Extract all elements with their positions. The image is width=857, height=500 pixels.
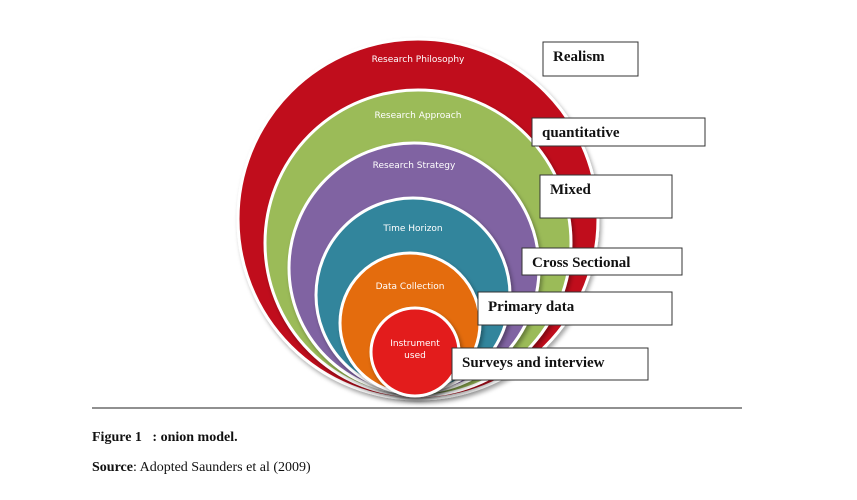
layer-label: Research Philosophy xyxy=(372,55,465,65)
layer-label: Research Approach xyxy=(375,111,462,121)
caption-label: Figure 1 xyxy=(92,430,142,445)
source: Source: Adopted Saunders et al (2009) xyxy=(92,460,311,475)
caption-text: : onion model. xyxy=(142,430,238,445)
answer-box xyxy=(542,41,639,77)
answer-box xyxy=(521,247,683,276)
answer-box xyxy=(477,291,673,326)
answer-text: Primary data xyxy=(488,299,575,315)
layer-label: Data Collection xyxy=(376,282,445,292)
answer-box xyxy=(531,117,706,147)
source-text: : Adopted Saunders et al (2009) xyxy=(133,460,311,475)
answer-box xyxy=(451,347,649,381)
layer-label: Time Horizon xyxy=(382,224,442,234)
layer-label: Instrument xyxy=(390,339,440,349)
answer-text: Surveys and interview xyxy=(462,355,605,371)
answer-boxes: Realism quantitative Mixed Cross Sectional P… xyxy=(451,41,706,381)
caption: Figure 1 : onion model. xyxy=(92,430,238,445)
answer-text: Mixed xyxy=(550,182,591,198)
source-label: Source xyxy=(92,460,133,475)
answer-text: quantitative xyxy=(542,125,620,141)
answer-box xyxy=(539,174,673,219)
layer-label: used xyxy=(404,351,426,361)
onion-diagram: Research Philosophy Research Approach Rese… xyxy=(236,37,600,401)
layer-label: Research Strategy xyxy=(373,161,456,171)
answer-text: Cross Sectional xyxy=(532,255,630,271)
answer-text: Realism xyxy=(553,49,605,65)
